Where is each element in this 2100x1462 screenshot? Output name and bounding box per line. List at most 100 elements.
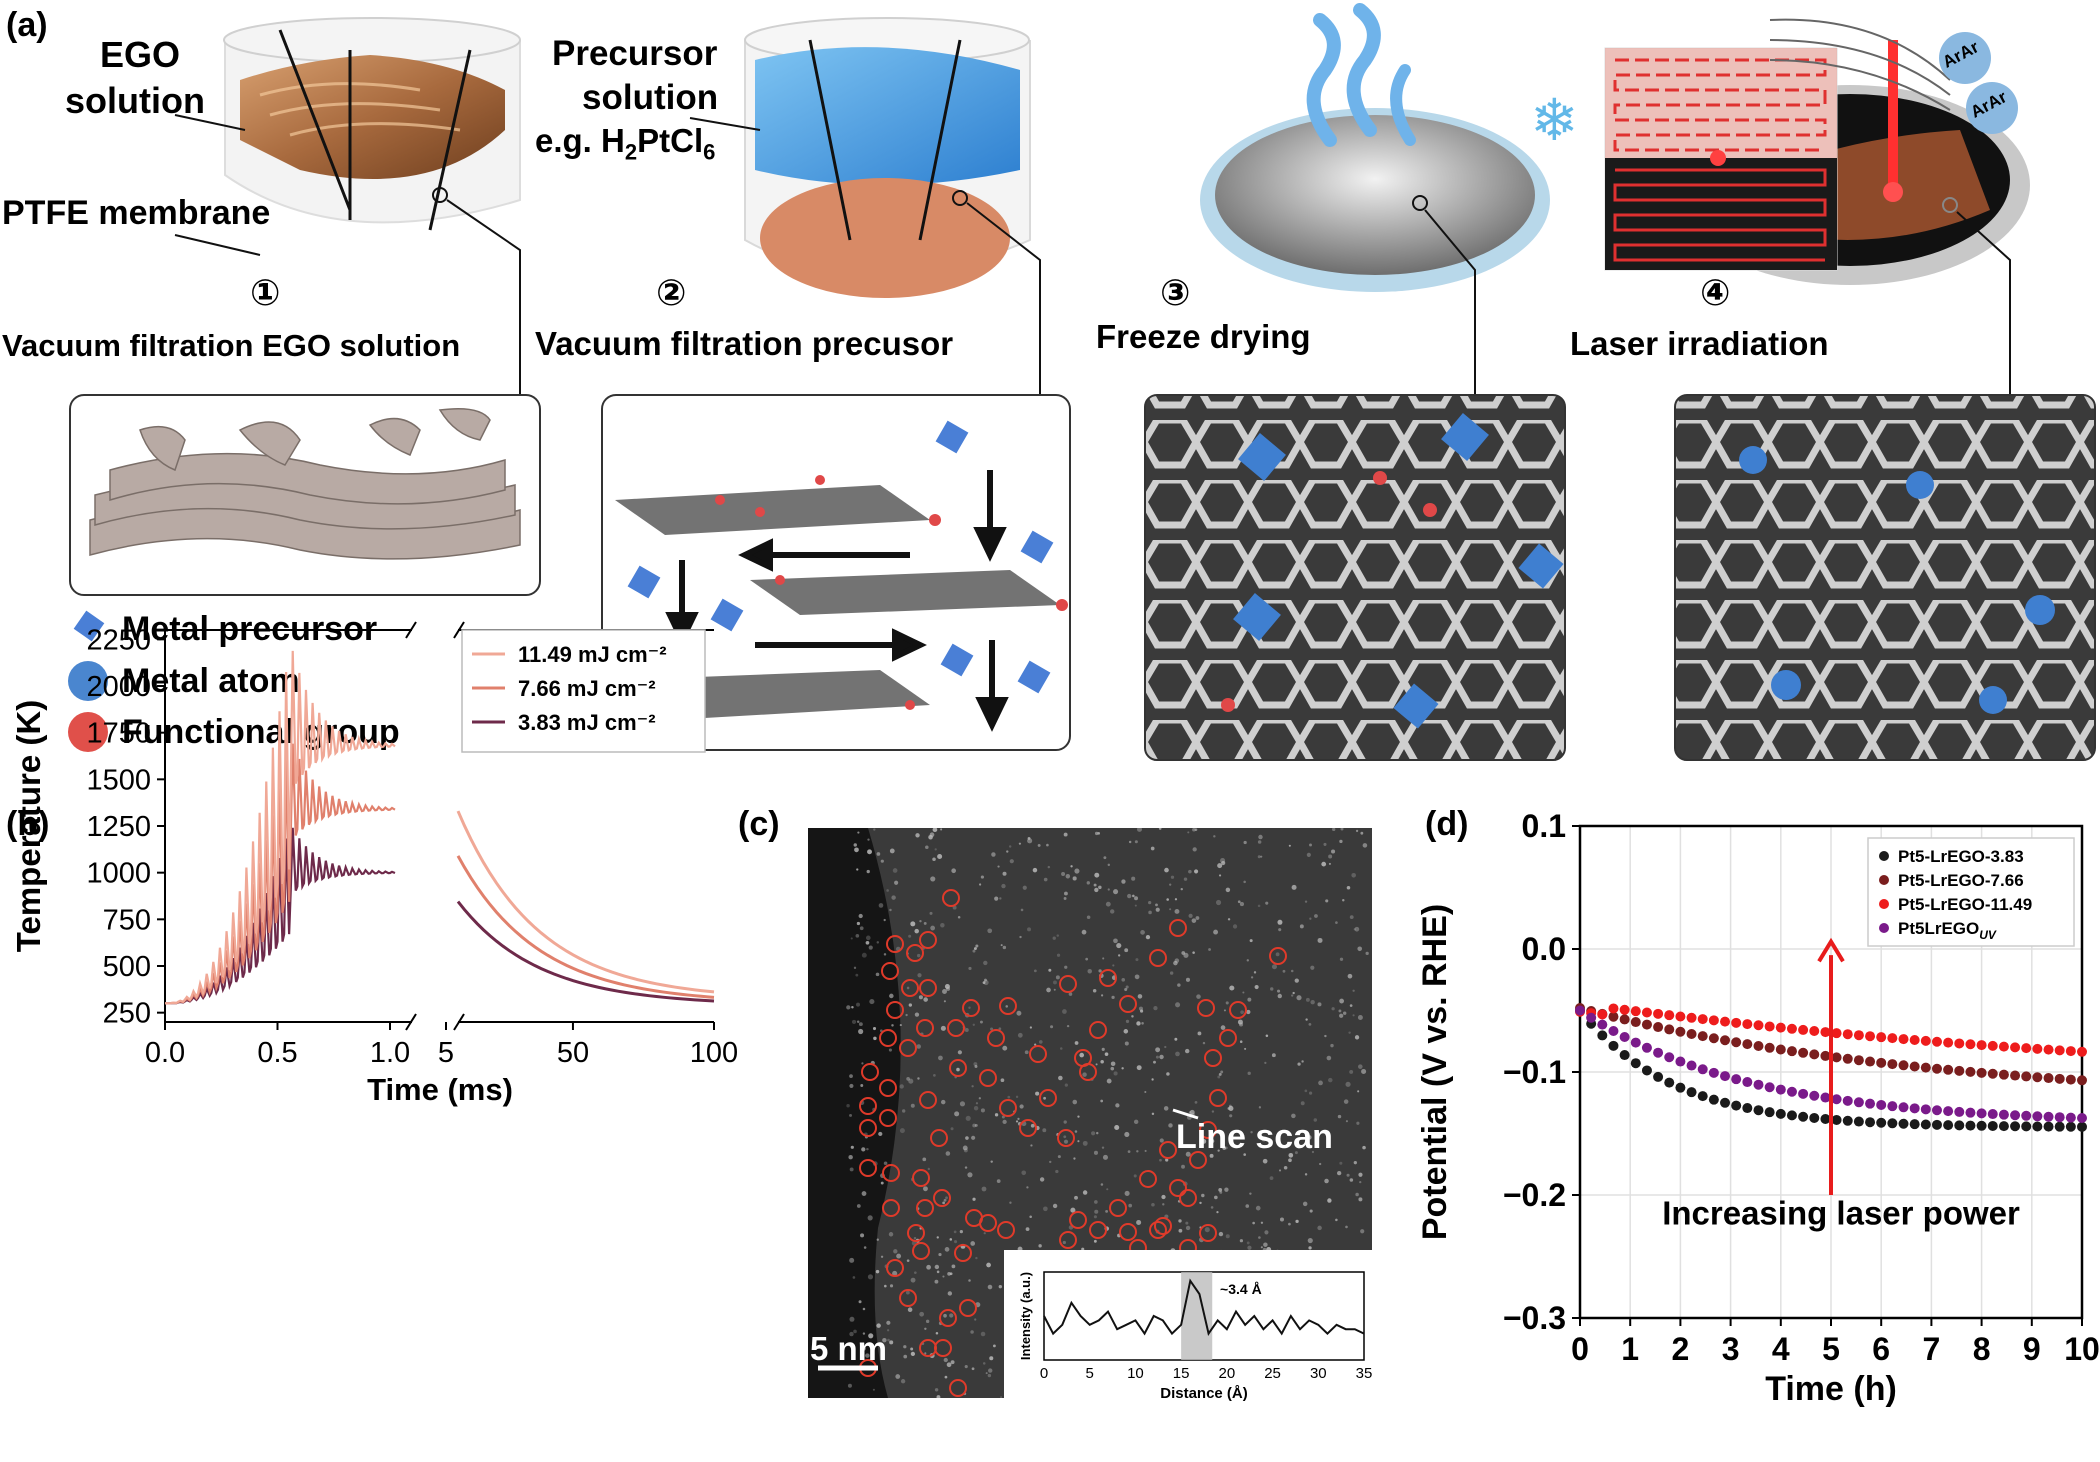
c-speckle — [847, 1383, 852, 1388]
step2-text: Vacuum filtration precusor — [535, 325, 954, 362]
d-data-point — [2065, 1074, 2076, 1085]
c-speckle — [915, 833, 920, 838]
step1-number: ① — [250, 272, 281, 313]
c-speckle — [1178, 1228, 1183, 1233]
legend-metal-atom-icon — [68, 661, 108, 701]
c-atom-marker — [859, 1159, 877, 1177]
c-speckle — [1247, 997, 1252, 1002]
c-speckle — [1140, 1009, 1144, 1013]
c-speckle — [970, 1330, 974, 1334]
c-speckle — [964, 1166, 968, 1169]
c-speckle — [1265, 1034, 1269, 1038]
d-data-point — [1998, 1069, 2009, 1080]
c-speckle — [1070, 1207, 1076, 1213]
c-speckle — [1113, 1071, 1118, 1076]
c-speckle — [984, 978, 987, 982]
c-speckle — [1027, 927, 1031, 932]
c-speckle — [1133, 1119, 1139, 1125]
c-speckle — [1094, 1200, 1098, 1204]
c-speckle — [1124, 948, 1129, 953]
c-speckle — [1307, 1237, 1313, 1244]
c-speckle — [882, 1337, 887, 1343]
d-data-point — [1865, 1117, 1876, 1128]
c-speckle — [1202, 1041, 1206, 1045]
c-speckle — [1218, 874, 1222, 877]
d-data-point — [1686, 1087, 1697, 1098]
d-xtick-label: 0 — [1571, 1331, 1589, 1367]
c-speckle — [1188, 869, 1192, 874]
precursor-sub-2: 2 — [624, 139, 638, 165]
c-speckle — [923, 997, 928, 1002]
d-data-point — [2054, 1121, 2065, 1132]
c-speckle — [1288, 1152, 1294, 1158]
d-data-point — [1943, 1064, 1954, 1075]
c-atom-marker — [1149, 1221, 1167, 1239]
d-data-point — [1887, 1118, 1898, 1129]
b-xtick-label: 1.0 — [370, 1037, 410, 1069]
c-speckle — [929, 911, 933, 915]
c-speckle — [1239, 1239, 1244, 1243]
d-legend-label-sub: UV — [1979, 928, 1997, 942]
c-speckle — [1264, 1061, 1267, 1065]
panel-d-chart: 0 1 2 3 4 5 6 7 8 9 10 0.1 0.0 −0.1 −0.2 −0.3 Time (h) Po… — [1420, 810, 2100, 1408]
c-speckle — [1038, 1040, 1043, 1044]
c-speckle — [940, 1025, 946, 1031]
scalebar-label: 5 nm — [810, 1330, 888, 1367]
d-data-point — [1697, 1031, 1708, 1042]
c-speckle — [906, 1259, 910, 1262]
c-speckle — [1174, 1037, 1178, 1041]
d-data-point — [2043, 1073, 2054, 1084]
c-speckle — [935, 1332, 939, 1335]
c-speckle — [1081, 1247, 1085, 1251]
c-speckle — [1092, 988, 1097, 993]
c-speckle — [1263, 1242, 1268, 1247]
b-axis-break-right-top — [453, 621, 465, 639]
c-speckle — [987, 928, 993, 934]
d-data-point — [1653, 1022, 1664, 1033]
d-data-point — [1641, 1042, 1652, 1053]
c-speckle — [910, 1351, 916, 1356]
c-speckle — [1050, 1025, 1054, 1029]
d-data-point — [1619, 1004, 1630, 1015]
c-speckle — [1246, 959, 1249, 962]
c-speckle — [983, 960, 988, 966]
c-speckle — [851, 1006, 854, 1009]
c-speckle — [868, 1333, 874, 1339]
c-speckle — [943, 1357, 948, 1363]
c-speckle — [1356, 1121, 1360, 1125]
d-xlabel: Time (h) — [1765, 1370, 1897, 1408]
c-speckle — [1252, 1221, 1255, 1225]
c-speckle — [1002, 1045, 1008, 1051]
d-data-point — [1876, 1099, 1887, 1110]
c-atom-marker — [1099, 969, 1117, 987]
c-speckle — [1145, 934, 1151, 940]
c-speckle — [1229, 985, 1235, 991]
c-speckle — [1331, 1007, 1335, 1011]
c-speckle — [964, 1364, 968, 1369]
c-speckle — [1347, 973, 1353, 979]
c-speckle — [975, 944, 979, 948]
c-atom-marker — [1059, 1231, 1077, 1249]
inset-xlabel: Distance (Å) — [1160, 1385, 1248, 1402]
c-speckle — [945, 986, 951, 991]
c-speckle — [867, 1274, 874, 1280]
d-data-point — [1842, 1029, 1853, 1040]
c-speckle — [942, 989, 947, 994]
c-speckle — [1185, 1221, 1189, 1225]
c-speckle — [1049, 1160, 1052, 1164]
d-data-point — [1764, 1082, 1775, 1093]
c-speckle — [1237, 900, 1241, 904]
c-speckle — [1144, 1090, 1147, 1094]
d-legend-label-main: Pt5LrEGO — [1898, 919, 1979, 938]
c-speckle — [1081, 929, 1087, 935]
d-data-point — [1998, 1121, 2009, 1132]
c-speckle — [942, 1275, 945, 1278]
c-speckle — [1053, 988, 1056, 991]
c-speckle — [1005, 1005, 1008, 1008]
c-speckle — [1188, 913, 1193, 918]
c-speckle — [1348, 1031, 1351, 1034]
c-speckle — [865, 1353, 870, 1358]
d-legend-box — [1867, 837, 2075, 947]
c-speckle — [1327, 1198, 1332, 1203]
c-speckle — [1164, 867, 1169, 873]
